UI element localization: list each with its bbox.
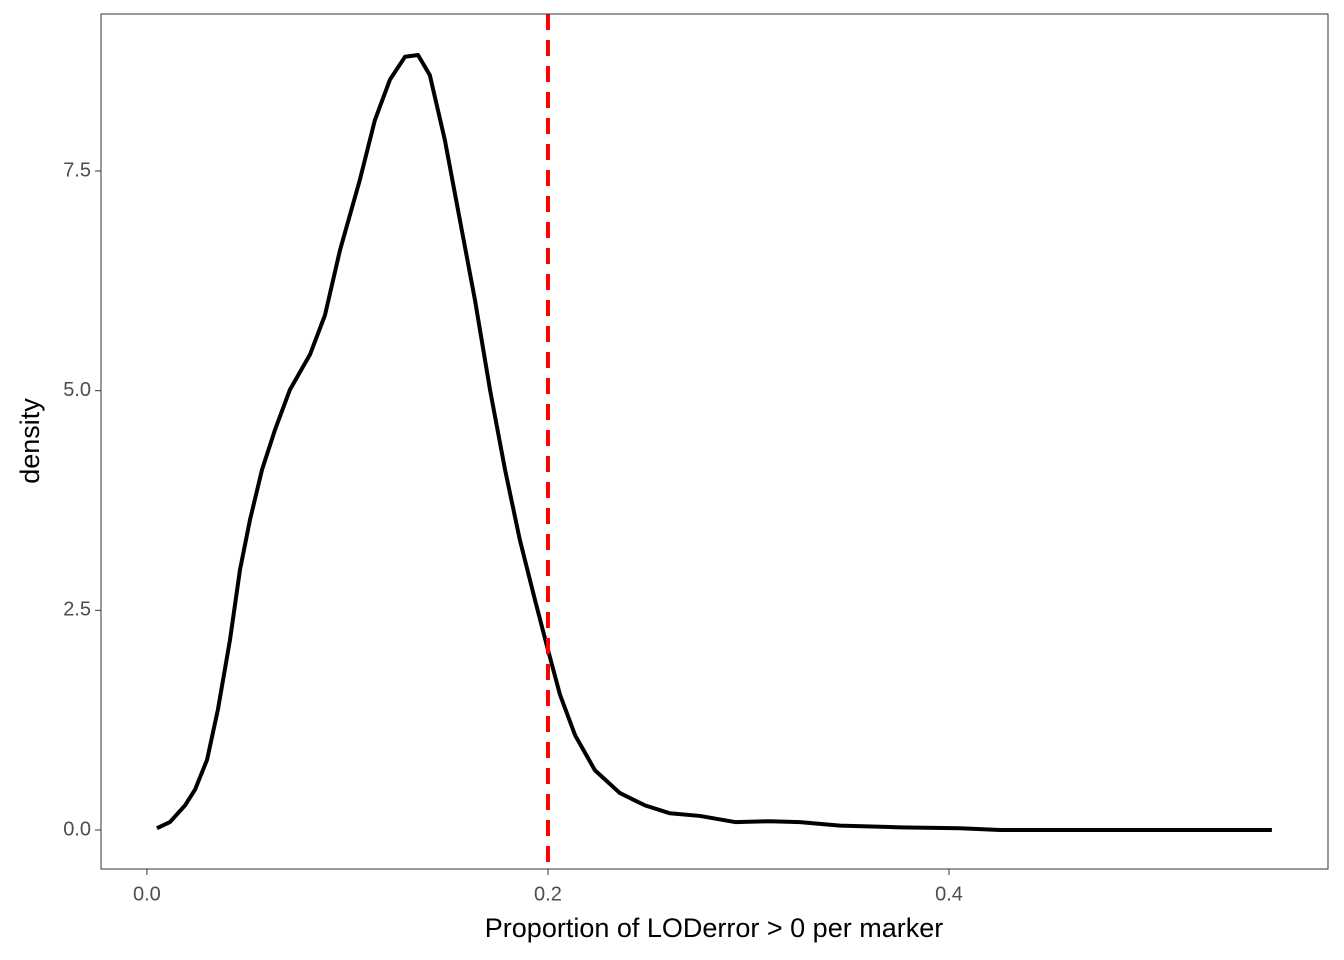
x-tick-label: 0.4 [935, 883, 963, 905]
panel-border [100, 13, 1329, 870]
y-tick-label: 5.0 [63, 379, 91, 401]
x-tick-label: 0.0 [133, 883, 161, 905]
density-line [156, 53, 1272, 832]
x-tick-label: 0.2 [534, 883, 562, 905]
y-tick-label: 0.0 [63, 818, 91, 840]
y-tick-label: 2.5 [63, 599, 91, 621]
y-tick-label: 7.5 [63, 159, 91, 181]
y-axis-title: density [15, 398, 45, 484]
x-axis-title: Proportion of LODerror > 0 per marker [485, 913, 943, 943]
